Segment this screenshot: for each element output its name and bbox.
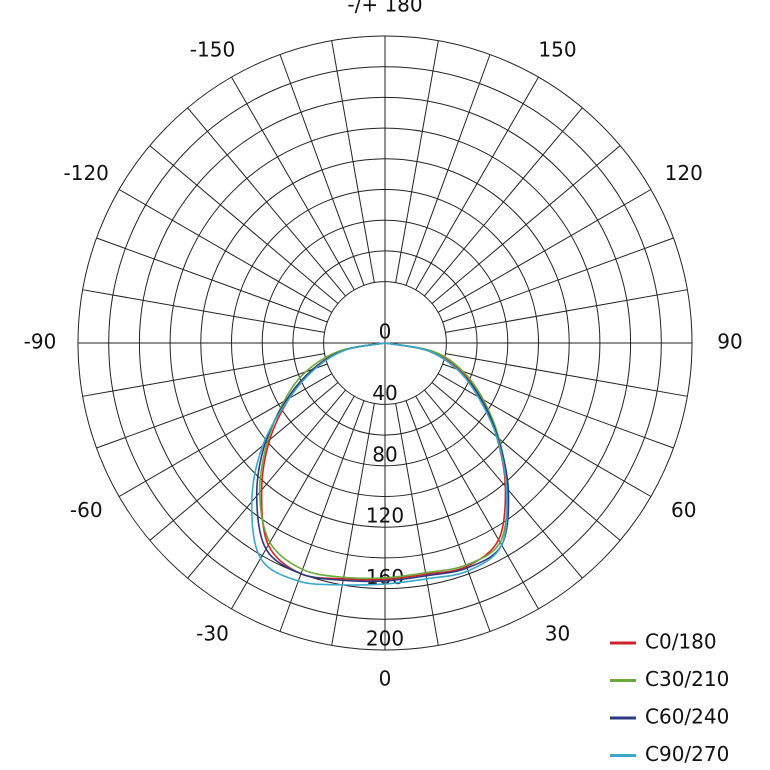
series-line xyxy=(250,342,508,586)
grid-spoke xyxy=(82,353,325,397)
angle-tick-label: -120 xyxy=(64,161,109,185)
grid-spoke xyxy=(415,76,539,291)
grid-spoke xyxy=(231,395,355,610)
grid-spoke xyxy=(405,54,491,286)
grid-spoke xyxy=(445,289,688,333)
angle-tick-label: -/+ 180 xyxy=(347,0,422,17)
angle-tick-label: -150 xyxy=(190,38,235,62)
grid-spoke xyxy=(118,373,333,497)
grid-spoke xyxy=(395,403,439,646)
grid-spoke xyxy=(96,237,328,323)
grid-spoke xyxy=(424,389,583,579)
angle-tick-label: 150 xyxy=(538,38,576,62)
grid-spoke xyxy=(187,389,346,579)
angle-tick-label: 90 xyxy=(717,330,742,354)
grid-spoke xyxy=(405,400,491,632)
grid-spoke xyxy=(415,395,539,610)
legend-label: C90/270 xyxy=(645,742,729,766)
grid-spoke xyxy=(431,145,621,304)
grid-spoke xyxy=(442,363,674,449)
legend-label: C60/240 xyxy=(645,705,729,729)
angle-tick-label: -90 xyxy=(24,330,57,354)
grid-spoke xyxy=(149,145,339,304)
series-line xyxy=(255,342,510,583)
grid-spoke xyxy=(431,382,621,541)
r-tick-label: 200 xyxy=(366,627,404,651)
series-line xyxy=(258,342,509,580)
grid-spoke xyxy=(231,76,355,291)
angle-tick-label: 120 xyxy=(665,161,703,185)
grid-spoke xyxy=(279,54,365,286)
grid-spoke xyxy=(149,382,339,541)
angle-tick-label: 30 xyxy=(545,621,570,645)
r-tick-label: 80 xyxy=(372,442,397,466)
grid-spoke xyxy=(424,107,583,297)
angle-tick-label: 0 xyxy=(379,667,392,691)
angle-tick-label: 60 xyxy=(671,498,696,522)
legend-label: C0/180 xyxy=(645,630,717,654)
grid-spoke xyxy=(118,189,333,313)
grid-spoke xyxy=(279,400,365,632)
grid-spoke xyxy=(437,189,652,313)
r-tick-label: 0 xyxy=(379,320,392,344)
angle-tick-label: -60 xyxy=(70,498,103,522)
r-tick-label: 120 xyxy=(366,504,404,528)
grid-spoke xyxy=(442,237,674,323)
grid-spoke xyxy=(96,363,328,449)
grid-spoke xyxy=(187,107,346,297)
grid-spoke xyxy=(395,40,439,283)
grid-spoke xyxy=(437,373,652,497)
grid-spoke xyxy=(445,353,688,397)
grid-spoke xyxy=(82,289,325,333)
grid-spoke xyxy=(331,40,375,283)
grid-spoke xyxy=(331,403,375,646)
angle-tick-label: -30 xyxy=(196,621,229,645)
r-tick-label: 40 xyxy=(372,381,397,405)
legend-label: C30/210 xyxy=(645,667,729,691)
